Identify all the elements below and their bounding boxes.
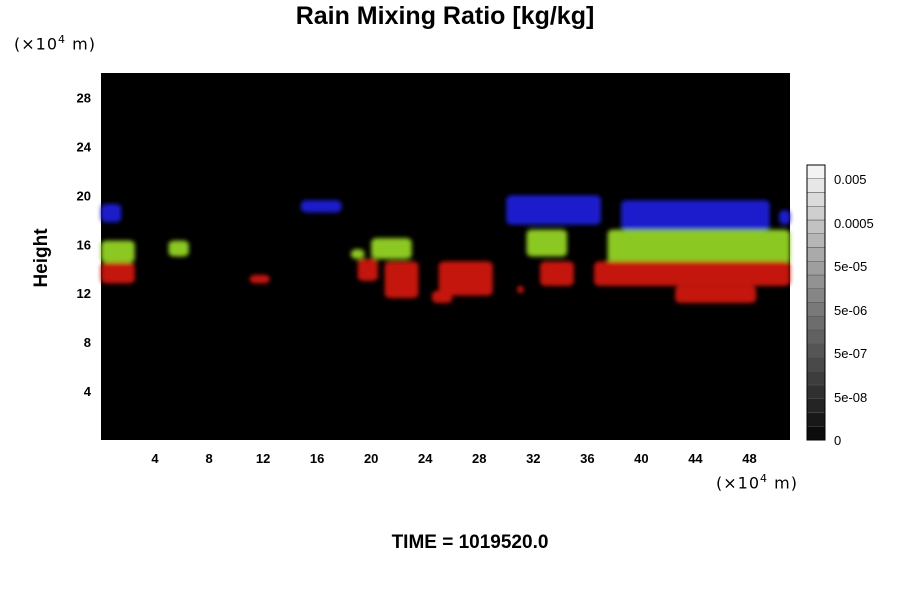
colorbar-swatch [806, 164, 826, 179]
x-axis-ticks: 4 8 12 16 20 24 28 32 36 40 44 48 [151, 451, 756, 466]
region-blue-0 [101, 203, 122, 223]
colorbar-frame [806, 164, 826, 441]
x-tick-label: 20 [364, 451, 378, 466]
x-tick-label: 12 [256, 451, 270, 466]
colorbar-ticks: 0.005 0.0005 5e-05 5e-06 5e-07 5e-08 0 [834, 172, 874, 448]
x-tick-label: 4 [151, 451, 159, 466]
region-green-8 [371, 238, 412, 259]
x-tick-label: 44 [688, 451, 703, 466]
colorbar-swatch [806, 247, 826, 262]
x-tick-label: 8 [205, 451, 212, 466]
x-tick-label: 32 [526, 451, 540, 466]
y-unit-base: (×10 [14, 34, 59, 54]
colorbar-swatch [806, 206, 826, 221]
region-red-12 [249, 274, 270, 284]
data-regions [101, 195, 790, 303]
colorbar-swatch [806, 261, 826, 276]
x-tick-label: 16 [310, 451, 324, 466]
y-tick-label: 16 [77, 237, 91, 252]
y-tick-label: 20 [77, 188, 91, 203]
colorbar-swatch [806, 412, 826, 427]
colorbar-swatch [806, 302, 826, 317]
y-tick-label: 12 [77, 286, 91, 301]
region-red-13 [357, 258, 378, 281]
y-unit-tail: m) [66, 34, 96, 54]
region-green-5 [101, 240, 135, 263]
colorbar-swatch [806, 192, 826, 207]
chart-title: Rain Mixing Ratio [kg/kg] [295, 2, 595, 30]
region-blue-4 [779, 210, 790, 225]
colorbar-swatch [806, 219, 826, 234]
x-tick-label: 36 [580, 451, 594, 466]
colorbar-swatch [806, 384, 826, 399]
region-blue-2 [506, 195, 601, 225]
colorbar-swatch [806, 398, 826, 413]
y-axis-unit: (×104 m) [14, 33, 96, 53]
colorbar-swatch [806, 288, 826, 303]
colorbar-tick-label: 5e-06 [834, 303, 867, 318]
x-axis-unit: (×104 m) [716, 472, 798, 492]
colorbar-tick-label: 5e-05 [834, 259, 867, 274]
colorbar-tick-label: 0 [834, 433, 841, 448]
colorbar-swatch [806, 371, 826, 386]
region-blue-3 [621, 200, 770, 230]
region-red-15 [438, 261, 493, 296]
x-tick-label: 24 [418, 451, 433, 466]
colorbar-swatch [806, 316, 826, 331]
colorbar-swatch [806, 329, 826, 344]
region-red-16 [431, 290, 453, 303]
y-tick-label: 4 [84, 384, 92, 399]
y-tick-label: 28 [77, 90, 91, 105]
y-tick-label: 24 [77, 139, 92, 154]
y-unit-exponent: 4 [58, 33, 67, 46]
colorbar-tick-label: 0.0005 [834, 216, 874, 231]
colorbar-tick-label: 5e-08 [834, 390, 867, 405]
time-label: TIME = 1019520.0 [391, 532, 549, 553]
colorbar-swatch [806, 178, 826, 193]
region-red-17 [517, 285, 524, 294]
y-axis-ticks: 4 8 12 16 20 24 28 [77, 90, 92, 399]
colorbar-swatch [806, 274, 826, 289]
x-tick-label: 28 [472, 451, 486, 466]
x-tick-label: 48 [742, 451, 756, 466]
colorbar [806, 164, 826, 441]
x-unit-exponent: 4 [760, 472, 769, 485]
region-blue-1 [300, 200, 342, 213]
region-green-9 [526, 229, 568, 257]
region-red-11 [101, 262, 135, 284]
colorbar-swatch [806, 357, 826, 372]
colorbar-swatch [806, 343, 826, 358]
colorbar-swatch [806, 233, 826, 248]
region-green-10 [607, 229, 790, 264]
colorbar-swatch [806, 426, 826, 441]
region-red-19 [594, 261, 790, 286]
region-green-7 [350, 249, 365, 259]
region-red-18 [540, 261, 574, 286]
region-green-6 [168, 240, 189, 257]
region-red-14 [384, 261, 419, 299]
x-tick-label: 40 [634, 451, 648, 466]
region-red-20 [675, 285, 757, 303]
colorbar-tick-label: 5e-07 [834, 346, 867, 361]
x-unit-tail: m) [768, 473, 798, 493]
y-tick-label: 8 [84, 335, 91, 350]
colorbar-tick-label: 0.005 [834, 172, 867, 187]
x-unit-base: (×10 [716, 473, 761, 493]
